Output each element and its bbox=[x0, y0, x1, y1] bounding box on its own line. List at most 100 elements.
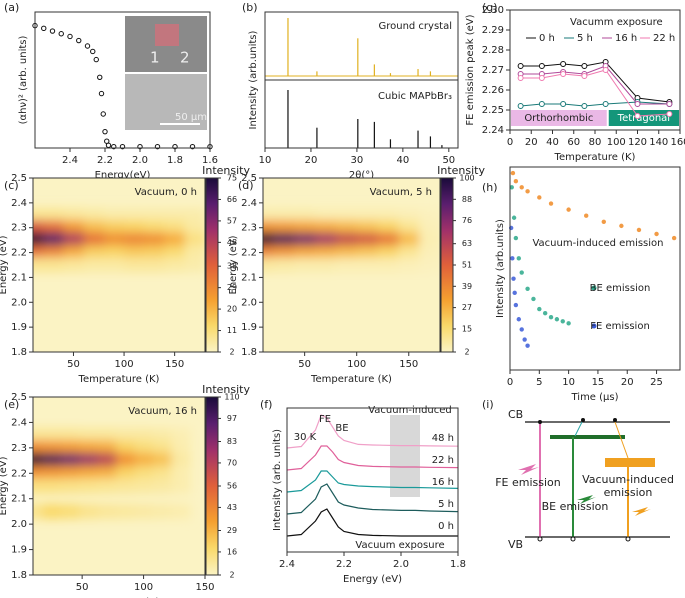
panel-label: (i) bbox=[482, 398, 494, 411]
heatmap-cells bbox=[33, 207, 205, 273]
colorbar-tick-label: 88 bbox=[462, 195, 472, 204]
x-tick-label: 60 bbox=[567, 137, 580, 148]
heatmap-cell bbox=[60, 427, 81, 443]
x-axis-label: Energy(eV) bbox=[95, 170, 151, 181]
panel-label: (d) bbox=[238, 179, 254, 192]
heatmap-cell bbox=[103, 232, 126, 248]
heatmap-cell bbox=[115, 452, 136, 469]
series-label: 0 h bbox=[438, 521, 454, 532]
panel-label: (c) bbox=[4, 179, 19, 192]
heatmap-cell bbox=[152, 503, 173, 520]
panel-title: Vacuum, 5 h bbox=[370, 187, 432, 198]
spectrum bbox=[286, 414, 459, 449]
x-tick-label: 15 bbox=[592, 377, 605, 388]
y-axis-label: Energy (eV) bbox=[228, 235, 239, 294]
heatmap-cell bbox=[152, 478, 173, 494]
electron bbox=[613, 418, 617, 422]
x-tick-label: 1.8 bbox=[450, 559, 466, 570]
data-point bbox=[97, 74, 103, 80]
heatmap-cell bbox=[294, 220, 317, 236]
plot-frame bbox=[34, 11, 211, 149]
y-tick-label: 1.8 bbox=[11, 570, 27, 581]
colorbar-tick-label: 29 bbox=[227, 526, 237, 535]
marker bbox=[560, 71, 567, 77]
heatmap-cell bbox=[152, 452, 173, 469]
heatmap-cell bbox=[164, 232, 186, 248]
x-tick-label: 50 bbox=[298, 359, 311, 370]
data-point bbox=[513, 235, 519, 241]
marker bbox=[538, 75, 545, 81]
data-point bbox=[516, 256, 521, 261]
y-tick-label: 2.1 bbox=[11, 494, 27, 505]
heatmap-cell bbox=[335, 220, 358, 236]
heatmap-cell bbox=[294, 245, 317, 261]
data-point bbox=[619, 223, 624, 229]
data-point bbox=[601, 219, 606, 225]
x-tick-label: 2.4 bbox=[279, 559, 295, 570]
heatmap-cell bbox=[42, 478, 62, 494]
heatmap-cell bbox=[184, 232, 205, 248]
diagram-label: BE emission bbox=[542, 500, 609, 513]
panel-label: (g) bbox=[482, 1, 498, 14]
marker bbox=[581, 73, 588, 79]
y-tick-label: 2.28 bbox=[482, 45, 504, 56]
heatmap-cell bbox=[97, 465, 117, 481]
heatmap-cell bbox=[33, 427, 44, 443]
heatmap-cell bbox=[152, 465, 173, 481]
data-point bbox=[49, 28, 56, 34]
data-point bbox=[542, 310, 548, 316]
photon-icon bbox=[577, 495, 596, 504]
colorbar-tick-label: 2 bbox=[229, 571, 234, 580]
colorbar-tick-label: 11 bbox=[227, 326, 237, 335]
heatmap-cell bbox=[356, 257, 379, 273]
x-tick-label: 150 bbox=[399, 359, 418, 370]
marker bbox=[538, 101, 545, 107]
panel-title: Vacuum, 16 h bbox=[128, 406, 197, 417]
heatmap-cell bbox=[33, 257, 45, 273]
data-point bbox=[525, 286, 530, 291]
heatmap-cell bbox=[60, 478, 81, 494]
heatmap-cell bbox=[377, 232, 400, 248]
relax-arrow bbox=[614, 421, 629, 459]
y-axis-label: FE emission peak (eV) bbox=[465, 14, 476, 125]
marker bbox=[560, 61, 567, 67]
heatmap-cells bbox=[263, 207, 440, 273]
colorbar-tick-label: 70 bbox=[227, 458, 237, 467]
heatmap-cell bbox=[83, 257, 105, 273]
heatmap-cell bbox=[335, 207, 358, 223]
x-tick-label: 100 bbox=[134, 582, 153, 593]
marker bbox=[634, 113, 641, 119]
heatmap-cell bbox=[43, 220, 65, 236]
heatmap-cell bbox=[294, 207, 317, 223]
y-tick-label: 2.27 bbox=[482, 65, 504, 76]
heatmap-cell bbox=[273, 232, 296, 248]
x-tick-label: 2.0 bbox=[393, 559, 409, 570]
heatmap-cell bbox=[335, 245, 358, 261]
heatmap-cell bbox=[335, 257, 358, 273]
spectrum bbox=[286, 445, 459, 471]
panel-label: (b) bbox=[242, 1, 258, 14]
x-tick-label: 30 bbox=[351, 155, 364, 166]
heatmap-cell bbox=[171, 503, 191, 520]
y-axis-label: Intensity (arb.units) bbox=[495, 219, 506, 318]
heatmap-cell bbox=[377, 220, 400, 236]
relax-arrow bbox=[574, 421, 583, 437]
x-tick-label: 100 bbox=[115, 359, 134, 370]
y-tick-label: 2.2 bbox=[11, 248, 27, 259]
heatmap-layer bbox=[263, 178, 440, 352]
heatmap-cell bbox=[33, 503, 44, 520]
marker bbox=[602, 101, 609, 107]
heatmap-cell bbox=[419, 232, 440, 248]
heatmap-cell bbox=[419, 207, 440, 223]
data-point bbox=[67, 33, 73, 40]
heatmap-cell bbox=[79, 478, 99, 494]
y-axis-label: Energy (eV) bbox=[0, 235, 9, 294]
heatmap-cell bbox=[79, 427, 99, 443]
heatmap-cell bbox=[144, 257, 166, 273]
panel-label: (a) bbox=[4, 1, 19, 14]
heatmap-cell bbox=[356, 220, 379, 236]
data-point bbox=[548, 201, 554, 206]
heatmap-cell bbox=[184, 245, 205, 261]
y-tick-label: 2.5 bbox=[11, 392, 27, 403]
x-axis-label: 2θ(°) bbox=[349, 170, 374, 181]
